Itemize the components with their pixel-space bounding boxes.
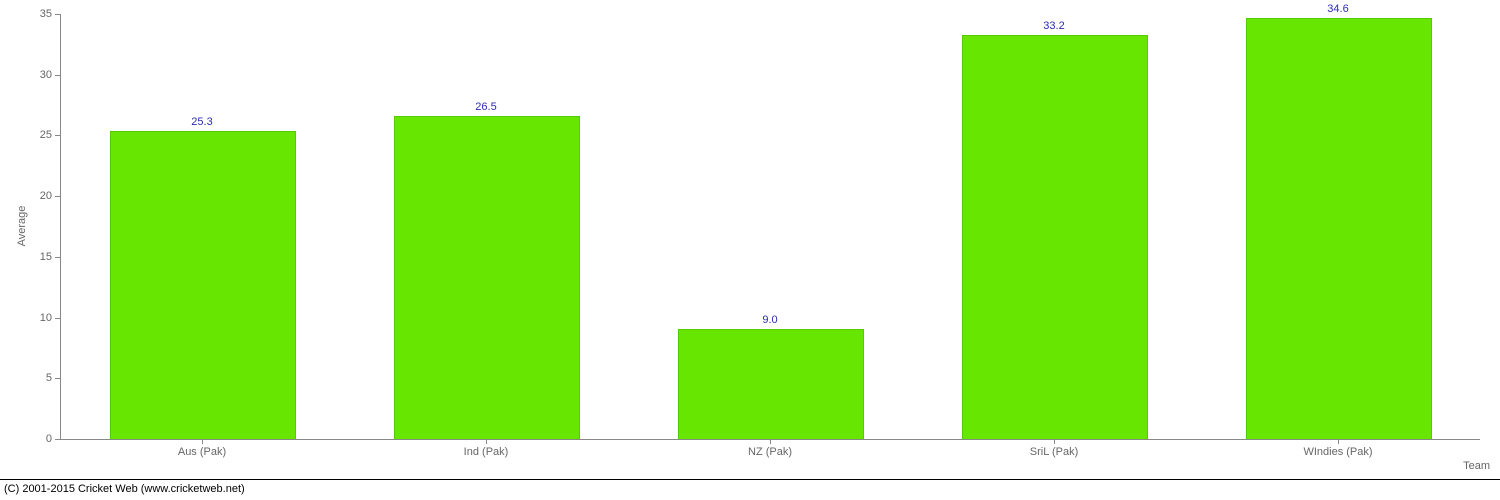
x-tick [1338, 439, 1339, 444]
bar [962, 35, 1149, 439]
bar [394, 116, 581, 439]
y-tick-label: 0 [46, 433, 52, 445]
y-tick [55, 318, 60, 319]
y-tick-label: 25 [40, 129, 52, 141]
y-tick [55, 196, 60, 197]
x-tick [1054, 439, 1055, 444]
bar [1246, 18, 1433, 439]
y-tick [55, 14, 60, 15]
x-tick-label: NZ (Pak) [748, 446, 792, 458]
x-tick-label: Ind (Pak) [464, 446, 509, 458]
copyright-footer: (C) 2001-2015 Cricket Web (www.cricketwe… [0, 479, 1500, 500]
copyright-text: (C) 2001-2015 Cricket Web (www.cricketwe… [4, 483, 245, 495]
y-tick [55, 378, 60, 379]
y-tick-label: 35 [40, 8, 52, 20]
bar-value-label: 26.5 [475, 101, 496, 117]
x-tick-label: WIndies (Pak) [1303, 446, 1372, 458]
chart-container: 25.3 26.5 9.0 33.2 34.6 0 5 10 15 20 25 30 35 Aus (… [0, 0, 1500, 475]
x-axis-title: Team [1463, 460, 1490, 472]
y-tick-label: 5 [46, 372, 52, 384]
x-tick-label: SriL (Pak) [1030, 446, 1079, 458]
bar-value-label: 34.6 [1327, 3, 1348, 19]
y-tick-label: 30 [40, 69, 52, 81]
y-axis-title: Average [16, 176, 28, 276]
y-tick-label: 15 [40, 251, 52, 263]
bar-value-label: 9.0 [762, 314, 777, 330]
y-tick [55, 439, 60, 440]
plot-area: 25.326.59.033.234.6 [60, 14, 1480, 439]
x-tick [202, 439, 203, 444]
y-tick-label: 10 [40, 312, 52, 324]
y-tick-label: 20 [40, 190, 52, 202]
y-tick [55, 135, 60, 136]
x-tick-label: Aus (Pak) [178, 446, 226, 458]
x-tick [770, 439, 771, 444]
y-tick [55, 257, 60, 258]
y-tick [55, 75, 60, 76]
bar [678, 329, 865, 439]
bar-value-label: 25.3 [191, 116, 212, 132]
x-tick [486, 439, 487, 444]
bar-value-label: 33.2 [1043, 20, 1064, 36]
bar [110, 131, 297, 439]
